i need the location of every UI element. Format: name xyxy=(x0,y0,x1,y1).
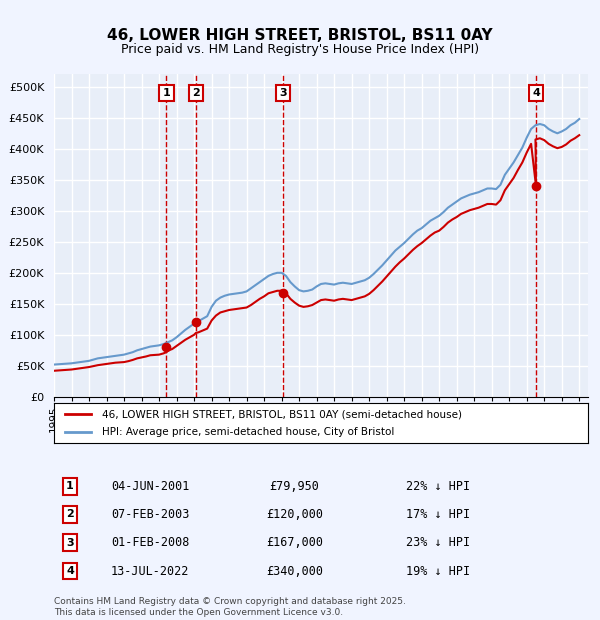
Text: 3: 3 xyxy=(279,88,287,98)
Text: 13-JUL-2022: 13-JUL-2022 xyxy=(111,565,190,577)
Text: 01-FEB-2008: 01-FEB-2008 xyxy=(111,536,190,549)
Text: 04-JUN-2001: 04-JUN-2001 xyxy=(111,480,190,493)
Text: 46, LOWER HIGH STREET, BRISTOL, BS11 0AY (semi-detached house): 46, LOWER HIGH STREET, BRISTOL, BS11 0AY… xyxy=(102,409,462,419)
Text: 19% ↓ HPI: 19% ↓ HPI xyxy=(406,565,470,577)
Text: £79,950: £79,950 xyxy=(269,480,319,493)
Text: 1: 1 xyxy=(163,88,170,98)
Text: 2: 2 xyxy=(66,510,74,520)
Text: 23% ↓ HPI: 23% ↓ HPI xyxy=(406,536,470,549)
Text: 46, LOWER HIGH STREET, BRISTOL, BS11 0AY: 46, LOWER HIGH STREET, BRISTOL, BS11 0AY xyxy=(107,28,493,43)
Text: £120,000: £120,000 xyxy=(266,508,323,521)
Text: 4: 4 xyxy=(66,566,74,576)
Text: Price paid vs. HM Land Registry's House Price Index (HPI): Price paid vs. HM Land Registry's House … xyxy=(121,43,479,56)
Text: £340,000: £340,000 xyxy=(266,565,323,577)
Text: HPI: Average price, semi-detached house, City of Bristol: HPI: Average price, semi-detached house,… xyxy=(102,427,394,437)
Text: 22% ↓ HPI: 22% ↓ HPI xyxy=(406,480,470,493)
Text: £167,000: £167,000 xyxy=(266,536,323,549)
Text: Contains HM Land Registry data © Crown copyright and database right 2025.
This d: Contains HM Land Registry data © Crown c… xyxy=(54,598,406,617)
Text: 3: 3 xyxy=(66,538,74,547)
Text: 4: 4 xyxy=(532,88,540,98)
Text: 07-FEB-2003: 07-FEB-2003 xyxy=(111,508,190,521)
Text: 17% ↓ HPI: 17% ↓ HPI xyxy=(406,508,470,521)
Text: 2: 2 xyxy=(192,88,200,98)
Text: 1: 1 xyxy=(66,481,74,491)
